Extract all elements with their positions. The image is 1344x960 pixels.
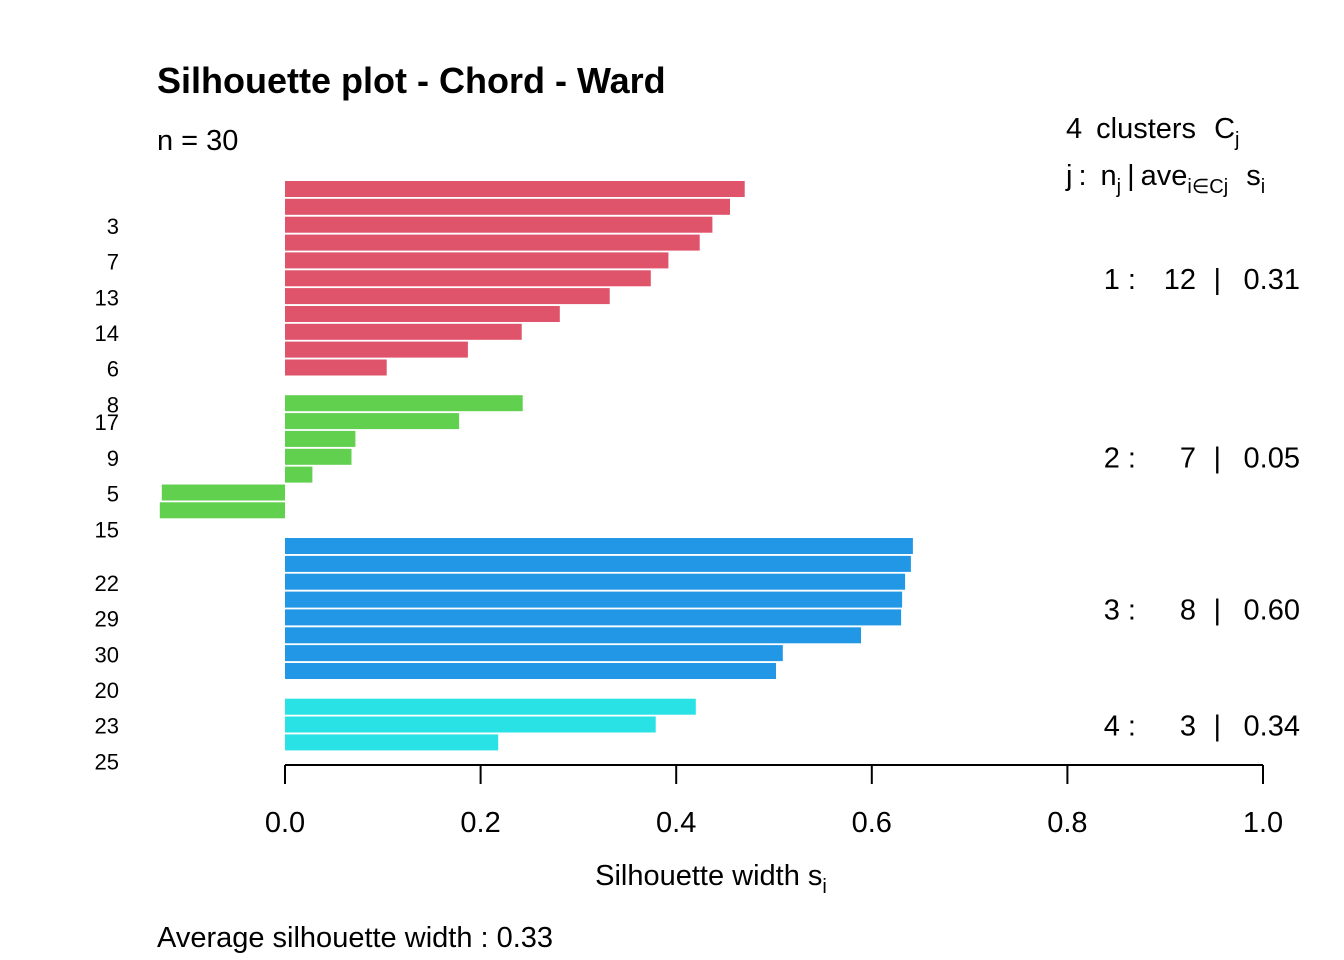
cluster-summary-separator: | (1213, 443, 1221, 475)
x-tick-label: 0.4 (656, 807, 696, 839)
row-label: 30 (95, 642, 119, 667)
legend-n-sub: j (1116, 176, 1121, 198)
legend-ave: ave (1141, 160, 1188, 192)
legend-j: j (1065, 160, 1072, 192)
legend-n: n (1101, 160, 1117, 192)
legend-bar: | (1127, 160, 1135, 192)
silhouette-bar (285, 288, 610, 305)
cluster-summary-average: 0.34 (1244, 710, 1300, 742)
x-tick-label: 0.2 (460, 807, 500, 839)
row-label: 5 (107, 482, 119, 507)
cluster-summary-average: 0.31 (1244, 264, 1300, 296)
silhouette-bar (285, 609, 902, 626)
silhouette-bar (285, 591, 903, 608)
silhouette-bar (285, 234, 700, 251)
cluster-summary-index: 2 : (1104, 443, 1136, 475)
legend-s: s (1246, 160, 1261, 192)
silhouette-bar (285, 555, 911, 572)
silhouette-bar (285, 323, 522, 340)
silhouette-bar (285, 341, 468, 358)
x-axis-label-sub: i (822, 876, 826, 898)
cluster-summary-index: 4 : (1104, 710, 1136, 742)
silhouette-bar (285, 252, 669, 269)
cluster-summary-count: 8 (1180, 594, 1196, 626)
row-label: 6 (107, 357, 119, 382)
silhouette-bar (285, 413, 460, 430)
legend-colon: : (1078, 160, 1086, 192)
silhouette-bar (285, 430, 356, 447)
row-label: 20 (95, 678, 119, 703)
silhouette-bar (285, 663, 776, 679)
silhouette-bar (285, 716, 656, 733)
average-silhouette-text: Average silhouette width : 0.33 (157, 922, 553, 954)
legend-header-columns: j: nj | avei∈Cj si (1065, 160, 1265, 198)
cluster-2-bars (159, 395, 523, 519)
row-label: 7 (107, 250, 119, 275)
silhouette-bar (285, 698, 696, 715)
row-label: 13 (95, 285, 119, 310)
cluster-summary-average: 0.05 (1244, 443, 1300, 475)
cluster-1-bars (285, 181, 745, 376)
silhouette-bar (285, 216, 713, 233)
row-label: 17 (95, 410, 119, 435)
row-label: 22 (95, 571, 119, 596)
cluster-summary-count: 7 (1180, 443, 1196, 475)
silhouette-bar (285, 538, 913, 554)
silhouette-bar (285, 573, 906, 590)
row-label: 14 (95, 321, 119, 346)
cluster-summary-index: 1 : (1104, 264, 1136, 296)
legend-c-sub: j (1234, 129, 1239, 151)
silhouette-bar (285, 395, 523, 412)
silhouette-bar (285, 627, 861, 644)
silhouette-bar (161, 484, 285, 501)
cluster-summary-separator: | (1213, 264, 1221, 296)
x-axis: 0.0 0.2 0.4 0.6 0.8 1.0 (265, 765, 1283, 839)
x-tick-label: 0.8 (1047, 807, 1087, 839)
cluster-summary-average: 0.60 (1244, 594, 1300, 626)
x-tick-label: 1.0 (1243, 807, 1283, 839)
row-label: 23 (95, 714, 119, 739)
silhouette-bar (285, 359, 387, 376)
silhouette-bar (285, 466, 313, 483)
silhouette-bar (285, 734, 499, 751)
chart-title: Silhouette plot - Chord - Ward (157, 60, 666, 101)
cluster-4-bars (285, 698, 696, 751)
silhouette-bar (285, 448, 352, 465)
row-label: 15 (95, 517, 119, 542)
x-tick-label: 0.0 (265, 807, 305, 839)
legend-c: C (1214, 113, 1235, 145)
x-axis-label-main: Silhouette width s (595, 860, 822, 892)
row-label: 9 (107, 446, 119, 471)
legend-s-sub: i (1261, 176, 1265, 198)
row-label: 29 (95, 607, 119, 632)
cluster-3-bars (285, 538, 913, 679)
cluster-summary-separator: | (1213, 710, 1221, 742)
legend-header-clusters: 4 clusters Cj (1066, 113, 1239, 151)
n-label: n = 30 (157, 125, 238, 157)
x-tick-label: 0.6 (852, 807, 892, 839)
silhouette-bar (285, 306, 560, 322)
silhouette-bar (285, 198, 730, 215)
cluster-summary-count: 3 (1180, 710, 1196, 742)
cluster-summary-index: 3 : (1104, 594, 1136, 626)
silhouette-bar (285, 645, 783, 662)
legend-ave-sub: i∈Cj (1187, 176, 1228, 198)
silhouette-bar (159, 502, 285, 519)
legend-clusters-word: clusters (1096, 113, 1196, 145)
cluster-summary-count: 12 (1164, 264, 1196, 296)
x-axis-label: Silhouette width si (595, 860, 827, 898)
silhouette-bar (285, 181, 745, 197)
cluster-summary-separator: | (1213, 594, 1221, 626)
row-label: 3 (107, 214, 119, 239)
row-label: 8 (107, 392, 119, 417)
plot-area: 3 7 13 14 6 8 1 : 12 | 0.31 17 9 5 15 2 : 7 | 0.05 22 29 30 2… (95, 181, 1300, 774)
legend-k: 4 (1066, 113, 1082, 145)
row-label: 25 (95, 749, 119, 774)
silhouette-bar (285, 270, 651, 287)
